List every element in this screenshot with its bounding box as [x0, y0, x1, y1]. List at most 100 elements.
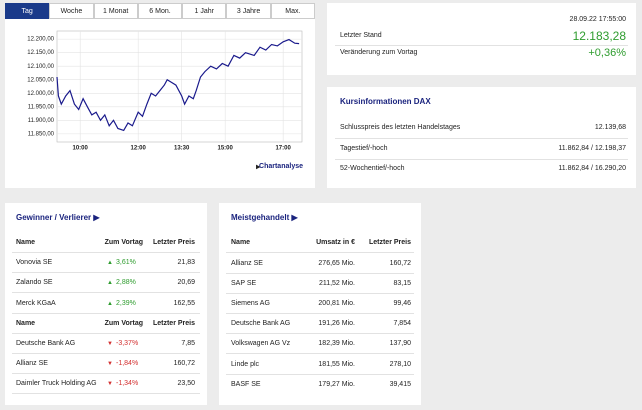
- row-value: 12.139,68: [594, 124, 626, 131]
- timestamp: 28.09.22 17:55:00: [569, 16, 626, 23]
- y-tick-label: 11.950,00: [28, 104, 55, 110]
- separator: [12, 272, 200, 274]
- link-arrow: ▶: [256, 165, 261, 170]
- range-tab[interactable]: Woche: [49, 3, 94, 19]
- column-header: Letzter Preis: [368, 239, 411, 246]
- y-tick-label: 12.050,00: [27, 77, 54, 83]
- y-tick-label: 11.850,00: [28, 131, 55, 137]
- separator: [335, 45, 628, 46]
- active-panel: [219, 203, 421, 405]
- separator: [226, 252, 414, 253]
- movers-panel: [5, 203, 207, 405]
- separator: [226, 313, 414, 315]
- turnover: 191,26 Mio.: [318, 320, 355, 328]
- stock-name: Zalando SE: [16, 279, 53, 287]
- turnover: 211,52 Mio.: [318, 280, 355, 288]
- row-label: Schlusspreis des letzten Handelstages: [340, 124, 461, 131]
- y-tick-label: 11.900,00: [28, 118, 55, 124]
- change: -1,34%: [116, 380, 139, 388]
- price: 162,55: [173, 299, 195, 307]
- column-header: Letzter Preis: [152, 239, 195, 246]
- row-label: 52-Wochentief/-hoch: [340, 165, 405, 172]
- column-header: Umsatz in €: [316, 239, 355, 246]
- price: 99,46: [393, 300, 411, 308]
- column-header: Name: [16, 239, 36, 246]
- y-tick-label: 12.000,00: [27, 91, 54, 97]
- panel-title[interactable]: Gewinner / Verlierer ▶: [16, 213, 100, 222]
- trend-arrow: ▼: [107, 361, 113, 367]
- column-header: Zum Vortag: [104, 239, 143, 246]
- separator: [226, 293, 414, 295]
- separator: [226, 273, 414, 274]
- x-tick-label: 12:00: [131, 146, 147, 152]
- stock-name: Deutsche Bank AG: [16, 339, 76, 347]
- trend-arrow: ▼: [107, 340, 113, 347]
- range-tab[interactable]: 3 Jahre: [226, 3, 271, 19]
- separator: [226, 373, 414, 375]
- stock-name: Linde plc: [231, 360, 260, 368]
- chart-link[interactable]: Chartanalyse: [259, 163, 303, 170]
- info-panel: [327, 87, 636, 188]
- stock-name: Allianz SE: [231, 260, 263, 267]
- change: 2,88%: [116, 279, 136, 287]
- separator: [12, 352, 200, 354]
- label: Veränderung zum Vortag: [340, 49, 418, 56]
- price: 7,85: [181, 339, 195, 347]
- price: 21,83: [177, 259, 195, 267]
- separator: [226, 353, 414, 355]
- stock-name: Daimler Truck Holding AG: [16, 380, 97, 388]
- change: -1,84%: [116, 360, 139, 367]
- stock-name: Vonovia SE: [16, 259, 53, 267]
- stock-name: Merck KGaA: [16, 299, 56, 307]
- turnover: 179,27 Mio.: [318, 380, 355, 388]
- price-line: [56, 38, 300, 132]
- separator: [12, 252, 200, 253]
- turnover: 181,55 Mio.: [318, 360, 355, 368]
- change: +0,36%: [588, 47, 626, 59]
- quote-panel: [327, 3, 636, 75]
- separator: [335, 158, 628, 160]
- trend-arrow: ▲: [107, 300, 113, 307]
- column-header: Letzter Preis: [152, 319, 195, 327]
- change: 2,39%: [116, 299, 136, 307]
- column-header: Zum Vortag: [104, 319, 143, 327]
- row-value: 11.862,84 / 12.198,37: [558, 144, 626, 152]
- last-price: 12.183,28: [572, 29, 626, 43]
- price: 278,10: [389, 360, 411, 368]
- range-tab[interactable]: 1 Monat: [93, 3, 138, 19]
- x-tick-label: 17:00: [275, 146, 291, 152]
- chart-panel: [5, 3, 315, 188]
- trend-arrow: ▼: [107, 381, 113, 388]
- panel-title: Kursinformationen DAX: [340, 97, 431, 106]
- price: 160,72: [389, 260, 411, 267]
- separator: [12, 332, 200, 334]
- price: 160,72: [173, 360, 195, 367]
- price: 20,69: [177, 279, 195, 287]
- stock-name: SAP SE: [231, 280, 257, 288]
- trend-arrow: ▲: [107, 260, 113, 267]
- x-tick-label: 15:00: [217, 146, 233, 152]
- stock-name: Allianz SE: [16, 360, 48, 367]
- stock-name: BASF SE: [231, 380, 261, 388]
- trend-arrow: ▲: [107, 280, 113, 287]
- range-tab[interactable]: 1 Jahr: [182, 3, 227, 19]
- y-tick-label: 12.150,00: [27, 50, 54, 56]
- price: 137,90: [389, 340, 411, 348]
- range-tab[interactable]: 6 Mon.: [137, 3, 183, 19]
- range-tab[interactable]: Max.: [270, 3, 315, 19]
- plot-area: [56, 30, 303, 143]
- range-tab[interactable]: Tag: [5, 3, 50, 19]
- separator: [335, 138, 628, 139]
- turnover: 276,65 Mio.: [318, 260, 355, 267]
- separator: [12, 292, 200, 294]
- turnover: 182,39 Mio.: [318, 340, 355, 348]
- stock-name: Siemens AG: [231, 300, 270, 308]
- turnover: 200,81 Mio.: [318, 300, 355, 308]
- column-header: Name: [231, 239, 251, 246]
- y-tick-label: 12.100,00: [27, 64, 54, 70]
- stock-name: Deutsche Bank AG: [231, 320, 291, 328]
- chart: 11.850,00 11.900,00 11.950,00 12.000,00 12.0…: [27, 30, 303, 170]
- panel-title[interactable]: Meistgehandelt ▶: [231, 213, 298, 222]
- price: 23,50: [177, 380, 195, 388]
